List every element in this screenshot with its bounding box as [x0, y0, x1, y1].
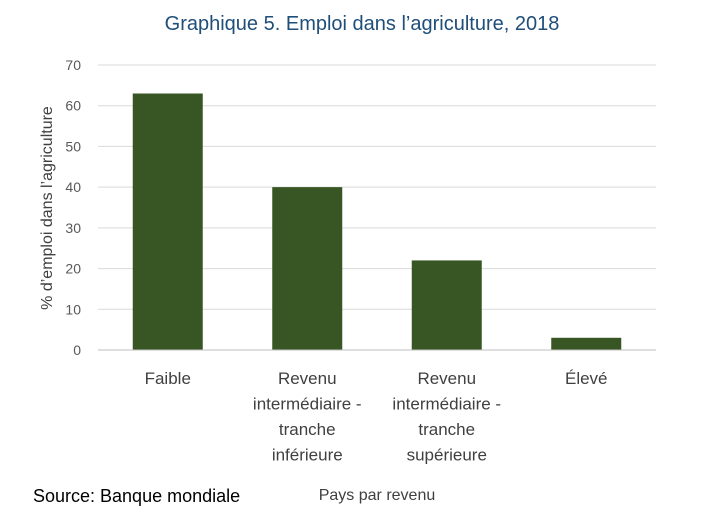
chart-title: Graphique 5. Emploi dans l’agriculture, … [165, 13, 560, 35]
y-tick-label: 60 [65, 98, 81, 114]
y-tick-label: 0 [73, 342, 81, 358]
y-tick-label: 70 [65, 57, 81, 73]
y-tick-label: 20 [65, 261, 81, 277]
bar [132, 93, 203, 350]
category-label-line: Revenu [278, 369, 337, 388]
category-labels: Faible Revenu intermédiaire - tranche inféri… [145, 369, 608, 465]
y-tick-label: 10 [65, 301, 81, 317]
category-label-line: inférieure [272, 446, 343, 465]
source-note: Source: Banque mondiale [33, 486, 240, 506]
category-label: Élevé [565, 369, 608, 388]
category-label-line: tranche [279, 420, 336, 439]
category-label: Revenu intermédiaire - tranche supérieure [392, 369, 501, 465]
category-label-line: intermédiaire - [392, 395, 501, 414]
bars [132, 93, 622, 350]
category-label-line: supérieure [407, 446, 487, 465]
bar [411, 260, 482, 350]
y-tick-label: 40 [65, 179, 81, 195]
category-label-line: Revenu [417, 369, 476, 388]
y-tick-label: 50 [65, 138, 81, 154]
category-label: Faible [145, 369, 191, 388]
category-label-line: tranche [418, 420, 475, 439]
category-label: Revenu intermédiaire - tranche inférieure [253, 369, 362, 465]
category-label-line: intermédiaire - [253, 395, 362, 414]
y-axis-ticks: 0 10 20 30 40 50 60 70 [65, 57, 81, 358]
bar [551, 337, 622, 350]
category-label-line: Faible [145, 369, 191, 388]
y-tick-label: 30 [65, 220, 81, 236]
bar [272, 187, 343, 350]
x-axis-label: Pays par revenu [319, 487, 436, 504]
category-label-line: Élevé [565, 369, 608, 388]
y-axis-label: % d’emploi dans l’agriculture [39, 106, 56, 310]
